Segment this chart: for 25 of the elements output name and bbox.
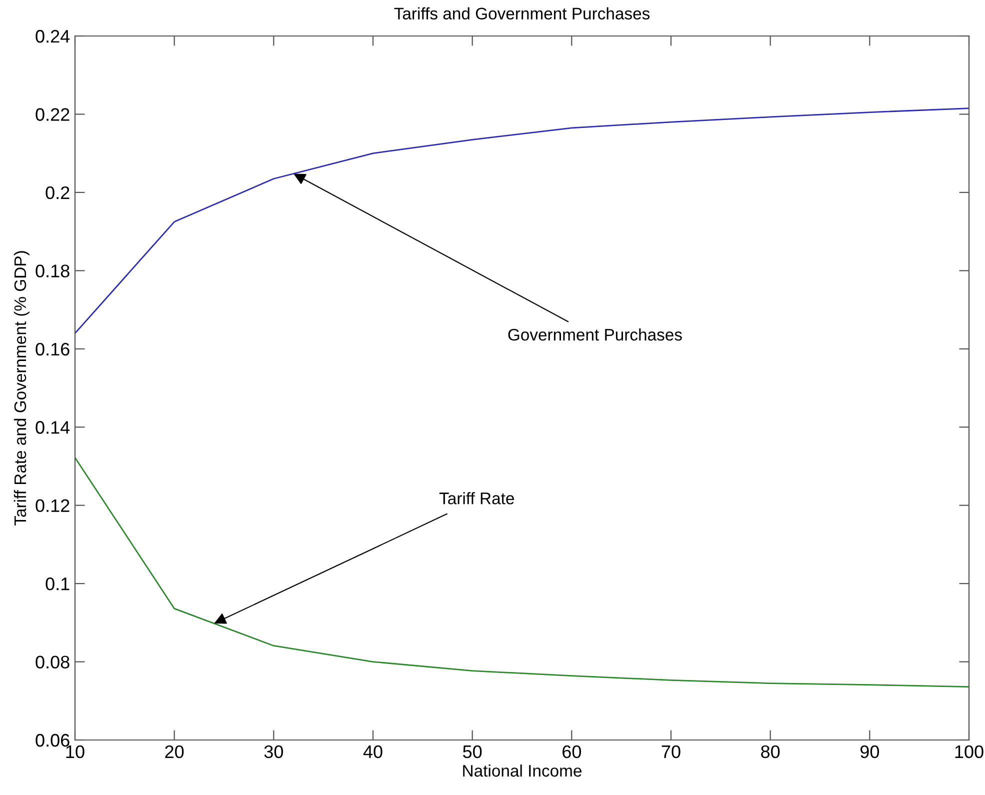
x-tick-label: 100 (955, 745, 984, 758)
y-tick-label: 0.12 (36, 499, 70, 512)
x-tick-label: 50 (463, 745, 482, 758)
annotation: Government Purchases (508, 328, 682, 341)
y-tick-label: 0.06 (36, 734, 70, 747)
x-tick-label: 90 (860, 745, 880, 758)
y-tick-label: 0.2 (46, 186, 70, 200)
y-axis-title: Tariff Rate and Government (% GDP) (14, 251, 30, 526)
y-tick-label: 0.24 (36, 30, 70, 43)
x-tick-label: 10 (66, 745, 84, 758)
chart-title: Tariffs and Government Purchases (394, 7, 650, 20)
y-tick-label: 0.18 (36, 264, 70, 278)
x-tick-label: 70 (662, 745, 680, 758)
x-axis-title: National Income (463, 764, 582, 777)
x-tick-label: 20 (165, 745, 184, 758)
x-tick-label: 40 (363, 745, 382, 758)
x-tick-label: 60 (562, 745, 582, 758)
y-tick-label: 0.08 (36, 656, 70, 668)
annotation: Tariff Rate (439, 492, 514, 504)
y-tick-label: 0.14 (36, 421, 70, 434)
y-tick-label: 0.16 (36, 342, 70, 356)
y-tick-label: 0.1 (46, 577, 70, 590)
y-tick-label: 0.22 (36, 108, 70, 121)
x-tick-label: 30 (264, 745, 284, 758)
x-tick-label: 80 (761, 745, 780, 758)
